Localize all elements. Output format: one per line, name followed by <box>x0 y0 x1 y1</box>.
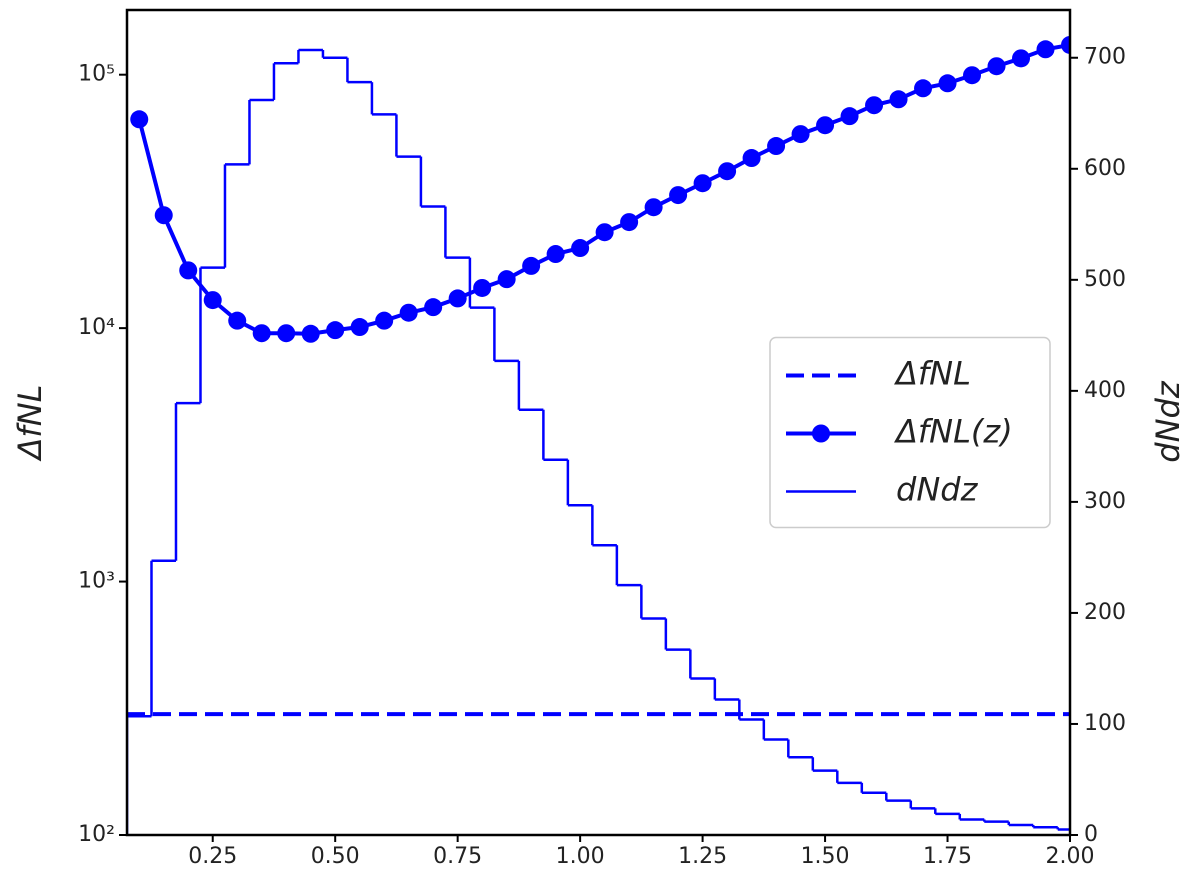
data-point <box>546 245 565 264</box>
plot-frame <box>125 8 1072 837</box>
y2-tick-label: 400 <box>1084 378 1126 403</box>
data-point <box>154 206 173 225</box>
data-point <box>277 324 296 343</box>
data-point <box>448 289 467 308</box>
legend-label: ΔfNL <box>893 355 971 393</box>
data-point <box>301 324 320 343</box>
data-point <box>424 298 443 317</box>
data-point <box>914 79 933 98</box>
y-axis-label: ΔfNL <box>11 385 49 463</box>
data-point <box>130 110 149 129</box>
x-tick-label: 2.00 <box>1046 844 1095 869</box>
data-point <box>228 311 247 330</box>
x-tick-label: 0.25 <box>188 844 237 869</box>
data-point <box>350 318 369 337</box>
data-point <box>644 198 663 217</box>
data-point <box>179 261 198 280</box>
y2-tick-label: 700 <box>1084 45 1126 70</box>
data-point <box>791 125 810 144</box>
y-tick-label: 10⁵ <box>78 62 115 87</box>
data-point <box>522 256 541 275</box>
data-point <box>963 66 982 85</box>
y2-tick-label: 0 <box>1084 822 1098 847</box>
y-tick-label: 10⁴ <box>78 315 115 340</box>
data-point <box>889 90 908 109</box>
data-point <box>473 278 492 297</box>
data-point <box>1036 40 1055 59</box>
y2-tick-label: 200 <box>1084 600 1126 625</box>
data-point <box>497 270 516 289</box>
data-point <box>840 107 859 126</box>
data-point <box>252 324 271 343</box>
y-tick-label: 10² <box>78 822 115 847</box>
data-point <box>718 162 737 181</box>
y2-tick-label: 500 <box>1084 267 1126 292</box>
legend-label: dNdz <box>896 471 979 509</box>
data-point <box>203 291 222 310</box>
data-point <box>1012 49 1031 68</box>
data-point <box>399 303 418 322</box>
data-point <box>767 137 786 156</box>
y-tick-label: 10³ <box>78 569 115 594</box>
x-tick-label: 0.50 <box>311 844 360 869</box>
data-point <box>938 74 957 93</box>
data-point <box>375 311 394 330</box>
data-point <box>1061 35 1070 54</box>
plot-area <box>127 35 1070 835</box>
x-tick-label: 1.00 <box>556 844 605 869</box>
y2-tick-label: 100 <box>1084 711 1126 736</box>
x-tick-label: 1.75 <box>923 844 972 869</box>
data-point <box>816 116 835 135</box>
x-tick-label: 1.25 <box>678 844 727 869</box>
x-tick-label: 0.75 <box>433 844 482 869</box>
data-point <box>669 186 688 205</box>
legend-box <box>769 336 1051 529</box>
data-point <box>326 321 345 340</box>
data-point <box>865 96 884 115</box>
y2-tick-label: 300 <box>1084 489 1126 514</box>
data-point <box>693 174 712 193</box>
data-point <box>987 57 1006 76</box>
legend-label: ΔfNL(z) <box>893 413 1013 451</box>
data-point <box>742 149 761 168</box>
x-tick-label: 1.50 <box>801 844 850 869</box>
legend-marker <box>812 424 830 443</box>
data-point <box>620 213 639 232</box>
data-point <box>571 239 590 258</box>
y2-axis-label: dNdz <box>1149 380 1187 463</box>
data-point <box>595 223 614 242</box>
y2-tick-label: 600 <box>1084 156 1126 181</box>
